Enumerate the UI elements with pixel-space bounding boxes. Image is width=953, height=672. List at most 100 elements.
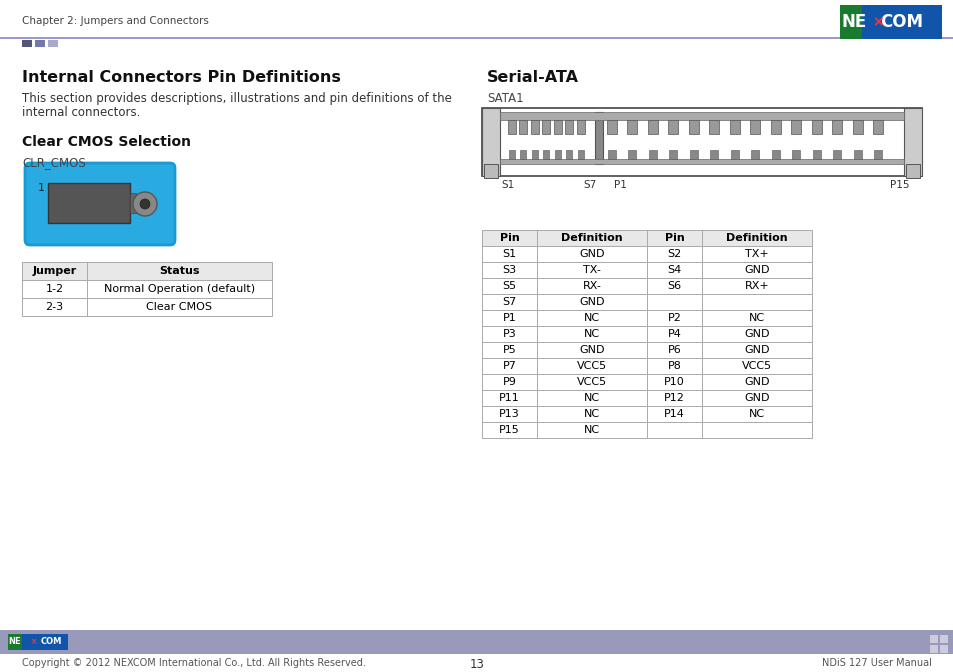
Bar <box>646 262 701 278</box>
Text: COM: COM <box>880 13 923 31</box>
Bar <box>750 120 760 134</box>
Bar <box>627 120 637 134</box>
Bar <box>729 120 740 134</box>
Bar <box>903 108 921 176</box>
Text: P4: P4 <box>667 329 680 339</box>
Text: NC: NC <box>583 409 599 419</box>
Bar <box>701 342 811 358</box>
Text: P15: P15 <box>498 425 519 435</box>
Bar <box>840 5 862 39</box>
Bar <box>730 150 739 159</box>
Text: SATA1: SATA1 <box>486 92 523 105</box>
Text: S3: S3 <box>502 265 516 275</box>
Text: P14: P14 <box>663 409 684 419</box>
Circle shape <box>140 199 150 209</box>
Bar <box>87 262 272 280</box>
Text: Serial-ATA: Serial-ATA <box>486 70 578 85</box>
Bar <box>646 342 701 358</box>
Bar <box>537 422 646 438</box>
Bar <box>537 262 646 278</box>
Text: S6: S6 <box>667 281 680 291</box>
Bar <box>710 150 718 159</box>
Text: Definition: Definition <box>560 233 622 243</box>
Bar <box>873 120 882 134</box>
Bar <box>648 150 657 159</box>
Bar <box>646 390 701 406</box>
Bar <box>701 246 811 262</box>
Text: VCC5: VCC5 <box>741 361 771 371</box>
Bar <box>709 120 719 134</box>
Bar <box>929 635 937 643</box>
Bar <box>701 374 811 390</box>
Text: VCC5: VCC5 <box>577 361 606 371</box>
Text: GND: GND <box>578 249 604 259</box>
Text: GND: GND <box>578 345 604 355</box>
Bar <box>701 358 811 374</box>
Bar <box>481 262 537 278</box>
Text: S1: S1 <box>501 180 514 190</box>
Bar <box>688 120 699 134</box>
Bar <box>833 150 841 159</box>
Bar <box>646 422 701 438</box>
Bar <box>537 310 646 326</box>
Text: 13: 13 <box>469 658 484 671</box>
Text: P12: P12 <box>663 393 684 403</box>
Bar <box>701 406 811 422</box>
Bar <box>646 374 701 390</box>
Bar <box>537 406 646 422</box>
Bar <box>531 120 538 134</box>
Bar <box>646 310 701 326</box>
Bar <box>578 150 583 159</box>
Bar <box>532 150 537 159</box>
Bar <box>481 374 537 390</box>
Bar <box>577 120 584 134</box>
Bar <box>595 112 602 164</box>
Text: Definition: Definition <box>725 233 787 243</box>
Text: internal connectors.: internal connectors. <box>22 106 140 119</box>
Bar <box>668 120 678 134</box>
Bar <box>701 422 811 438</box>
Text: Copyright © 2012 NEXCOM International Co., Ltd. All Rights Reserved.: Copyright © 2012 NEXCOM International Co… <box>22 658 366 668</box>
Text: Chapter 2: Jumpers and Connectors: Chapter 2: Jumpers and Connectors <box>22 16 209 26</box>
Text: S1: S1 <box>502 249 516 259</box>
Text: Clear CMOS: Clear CMOS <box>147 302 213 312</box>
Text: NC: NC <box>583 313 599 323</box>
Bar <box>646 278 701 294</box>
Bar <box>607 150 616 159</box>
Bar <box>35 40 45 47</box>
Text: P8: P8 <box>667 361 680 371</box>
Bar <box>701 278 811 294</box>
Bar <box>0 37 953 38</box>
Bar <box>22 298 87 316</box>
Text: S2: S2 <box>667 249 680 259</box>
Bar <box>537 246 646 262</box>
Bar <box>48 40 58 47</box>
Bar <box>628 150 636 159</box>
Text: CLR_CMOS: CLR_CMOS <box>22 156 86 169</box>
Text: P15: P15 <box>889 180 909 190</box>
Bar <box>481 108 921 176</box>
Bar <box>606 120 617 134</box>
Text: GND: GND <box>743 393 769 403</box>
Bar <box>646 406 701 422</box>
Text: ×: × <box>30 638 36 646</box>
Bar <box>537 358 646 374</box>
Text: NC: NC <box>748 313 764 323</box>
Text: P6: P6 <box>667 345 680 355</box>
Bar <box>811 120 821 134</box>
Text: GND: GND <box>743 329 769 339</box>
Bar <box>565 120 573 134</box>
Bar <box>791 120 801 134</box>
Bar <box>852 120 862 134</box>
Bar <box>537 326 646 342</box>
Bar <box>751 150 759 159</box>
Bar <box>832 120 841 134</box>
Bar <box>543 150 549 159</box>
Bar <box>22 40 32 47</box>
Text: P11: P11 <box>498 393 519 403</box>
Bar <box>481 278 537 294</box>
Bar <box>554 120 561 134</box>
Text: P2: P2 <box>667 313 680 323</box>
Text: P13: P13 <box>498 409 519 419</box>
Text: NDiS 127 User Manual: NDiS 127 User Manual <box>821 658 931 668</box>
